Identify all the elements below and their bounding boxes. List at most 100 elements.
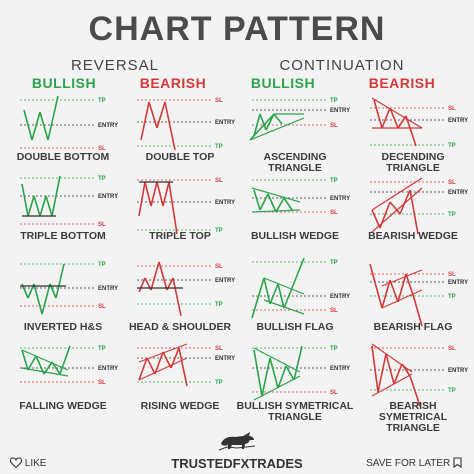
price-line [138,357,188,381]
entry-level-label: ENTRY [330,108,350,114]
price-line [168,181,178,235]
pattern-diagram: TP ENTRY SL [12,90,130,160]
tp-level-label: TP [448,388,456,394]
price-line [253,349,263,397]
tp-level-label: TP [330,178,338,184]
price-line [267,193,277,213]
pattern-diagram-svg: SL ENTRY TP [137,261,235,317]
price-line [293,345,303,381]
price-line [397,273,407,303]
price-line [148,101,158,129]
pattern-label: BEARISH SYMETRICAL TRIANGLE [378,400,448,434]
price-line [150,261,160,291]
pattern-diagram: SL ENTRY TP [129,172,247,242]
sl-level-label: SL [98,146,106,152]
pattern-diagram-svg: TP ENTRY SL [20,175,118,228]
sl-level-label: SL [330,123,338,129]
price-line [172,277,182,317]
entry-level-label: ENTRY [330,366,350,372]
price-line [371,345,379,393]
entry-level-label: ENTRY [98,194,118,200]
tp-level-label: TP [215,228,223,234]
price-line [277,365,287,389]
price-line [51,361,61,375]
price-line [389,201,401,215]
price-line [41,283,51,315]
entry-level-label: ENTRY [215,200,235,206]
sl-level-label: SL [215,264,223,270]
pattern-diagram: SL ENTRY TP [362,258,474,328]
pattern-diagram-svg: TP ENTRY SL [251,257,350,319]
pattern-diagram-svg: SL ENTRY TP [370,177,468,235]
entry-level-label: ENTRY [448,118,468,124]
sl-level-label: SL [98,222,106,228]
price-line [39,195,47,217]
price-line [259,113,267,131]
like-label: LIKE [24,458,47,469]
entry-level-label: ENTRY [215,120,235,126]
tp-level-label: TP [98,176,106,182]
like-button[interactable]: LIKE [9,457,47,471]
sl-level-label: SL [448,272,456,278]
tp-level-label: TP [330,98,338,104]
price-line [138,277,146,293]
pattern-diagram: TP ENTRY SL [12,172,130,242]
pattern-diagram-svg: SL ENTRY TP [370,343,468,407]
price-line [164,101,176,151]
pattern-diagram: TP ENTRY SL [12,340,130,410]
price-line [265,113,275,131]
price-line [47,95,59,141]
price-line [389,107,399,129]
pattern-diagram: SL ENTRY TP [129,340,247,410]
price-line [399,189,411,215]
price-line [33,283,43,315]
price-line [413,297,423,327]
price-line [291,257,305,289]
price-line [263,277,305,295]
pattern-label: BEARISH FLAG [373,321,453,333]
pattern-diagram-svg: TP ENTRY SL [251,178,350,216]
entry-level-label: ENTRY [330,196,350,202]
tp-level-label: TP [448,212,456,218]
entry-level-label: ENTRY [215,278,235,284]
tp-level-label: TP [98,346,106,352]
price-line [35,355,45,375]
price-line [381,279,391,309]
price-line [39,111,49,141]
price-line [21,183,29,217]
entry-level-label: ENTRY [448,280,468,286]
price-line [140,101,150,141]
save-button[interactable]: SAVE FOR LATER [366,457,462,471]
price-line [373,99,383,129]
pattern-diagram: TP ENTRY SL [244,172,362,242]
pattern-diagram-svg: TP ENTRY SL [20,262,118,315]
sl-level-label: SL [330,308,338,314]
price-line [21,349,69,371]
tp-level-label: TP [330,346,338,352]
pattern-diagram: TP ENTRY SL [244,90,362,160]
pattern-label: DECENDING TRIANGLE [381,151,445,174]
price-line [269,283,279,305]
entry-level-label: ENTRY [98,123,118,129]
price-line [178,347,188,387]
price-line [381,289,423,309]
price-line [401,363,411,377]
pattern-label: ASCENDING TRIANGLE [263,151,327,174]
pattern-diagram: TP ENTRY SL [244,340,362,410]
pattern-label: TRIPLE BOTTOM [20,230,106,242]
price-line [385,353,395,385]
price-line [162,351,172,369]
price-line [405,273,415,299]
pattern-label: DOUBLE TOP [145,151,215,163]
price-line [397,115,407,129]
bearish-reversal-heading: BEARISH [139,75,207,91]
pattern-label: BULLISH SYMETRICAL TRIANGLE [236,400,354,423]
bullish-continuation-heading: BULLISH [250,75,316,91]
tp-level-label: TP [215,144,223,150]
price-line [253,347,301,373]
pattern-diagram-svg: TP ENTRY SL [252,345,350,401]
tp-level-label: TP [98,98,106,104]
pattern-label: BULLISH FLAG [256,321,334,333]
tp-level-label: TP [448,143,456,149]
pattern-diagram: TP ENTRY SL [244,257,362,328]
